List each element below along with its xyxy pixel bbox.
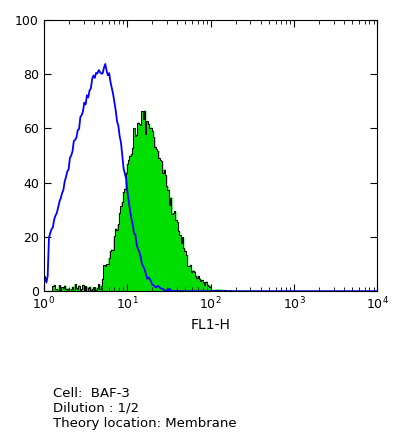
X-axis label: FL1-H: FL1-H: [191, 318, 231, 332]
Text: Cell:  BAF-3
Dilution : 1/2
Theory location: Membrane: Cell: BAF-3 Dilution : 1/2 Theory locati…: [53, 387, 236, 430]
